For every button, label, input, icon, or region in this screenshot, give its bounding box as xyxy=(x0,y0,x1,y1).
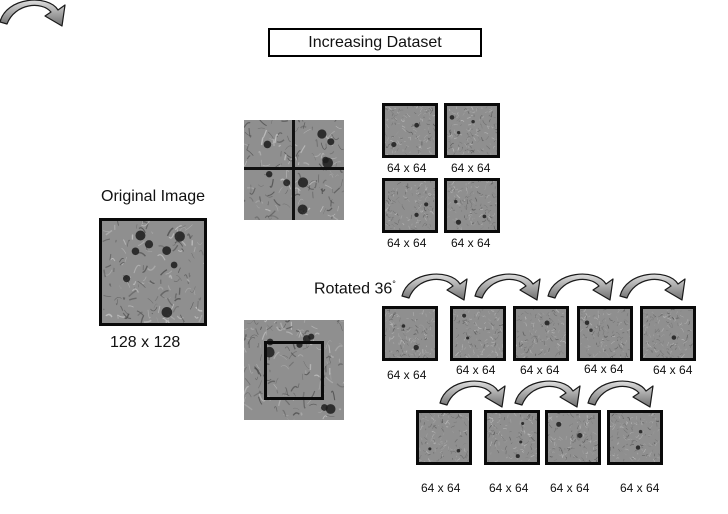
rotated-tile xyxy=(577,306,633,361)
rotated-size-label: 64 x 64 xyxy=(584,362,624,376)
rotated-tile xyxy=(484,410,540,465)
rotated-size-label: 64 x 64 xyxy=(620,481,660,495)
curved-arrow-icon xyxy=(619,273,686,301)
rotated-label: Rotated 36° xyxy=(314,279,396,298)
curved-arrow-icon xyxy=(547,273,614,301)
rotated-tile xyxy=(640,306,696,361)
rotated-tile xyxy=(545,410,601,465)
quadrant-size-label: 64 x 64 xyxy=(387,161,427,175)
rotated-tile xyxy=(450,306,506,361)
quadrant-size-label: 64 x 64 xyxy=(451,161,491,175)
quadrant-tile xyxy=(382,103,438,158)
curved-arrow-icon xyxy=(401,273,468,301)
rotated-tile xyxy=(382,306,438,361)
original-image xyxy=(99,218,207,326)
quadrant-tile xyxy=(444,103,500,158)
diagram-title: Increasing Dataset xyxy=(268,28,482,57)
curved-arrow-icon xyxy=(0,0,66,27)
rotated-size-label: 64 x 64 xyxy=(550,481,590,495)
rotated-label-text: Rotated 36 xyxy=(314,280,393,298)
rotated-tile xyxy=(607,410,663,465)
original-size-label: 128 x 128 xyxy=(110,334,181,351)
curved-arrow-icon xyxy=(474,273,541,301)
rotated-tile xyxy=(513,306,569,361)
rotated-size-label: 64 x 64 xyxy=(489,481,529,495)
curved-arrow-icon xyxy=(587,380,654,408)
curved-arrow-icon xyxy=(439,380,506,408)
center-crop-box xyxy=(264,341,324,400)
split-line-horizontal xyxy=(244,167,344,170)
rotated-size-label: 64 x 64 xyxy=(387,368,427,382)
curved-arrow-icon xyxy=(514,380,581,408)
original-image-label: Original Image xyxy=(101,188,206,205)
quadrant-size-label: 64 x 64 xyxy=(451,236,491,250)
rotated-size-label: 64 x 64 xyxy=(421,481,461,495)
quadrant-size-label: 64 x 64 xyxy=(387,236,427,250)
quadrant-tile xyxy=(444,178,500,233)
rotated-tile xyxy=(416,410,472,465)
degree-symbol: ° xyxy=(392,279,396,289)
rotated-size-label: 64 x 64 xyxy=(456,363,496,377)
rotated-size-label: 64 x 64 xyxy=(653,363,693,377)
split-line-vertical xyxy=(292,120,295,220)
rotated-size-label: 64 x 64 xyxy=(520,363,560,377)
quadrant-tile xyxy=(382,178,438,233)
